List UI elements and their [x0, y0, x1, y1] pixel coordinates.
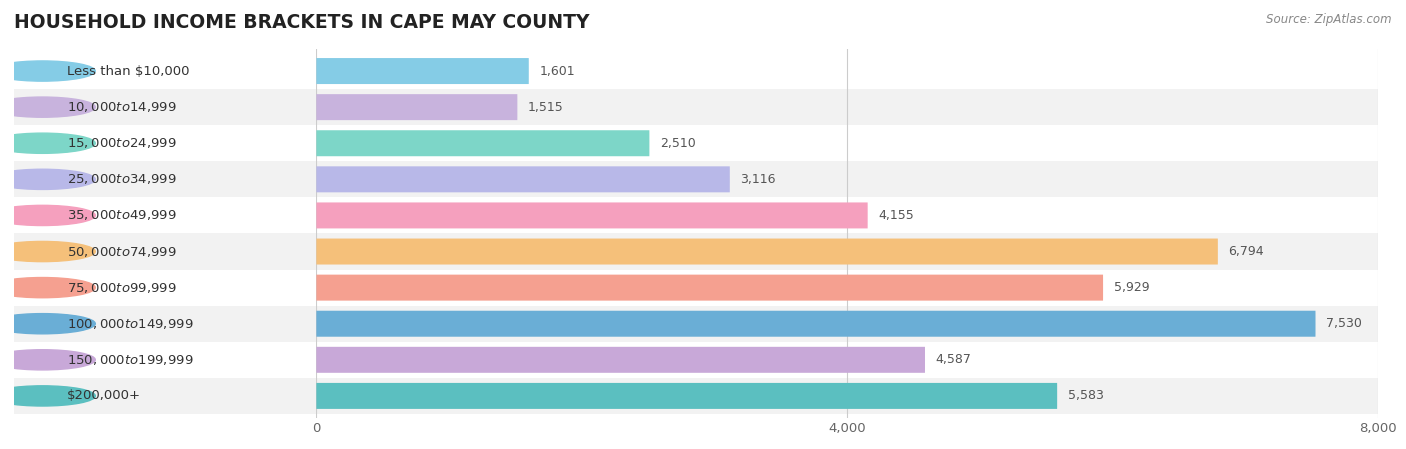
- FancyBboxPatch shape: [316, 89, 1378, 125]
- Text: 1,601: 1,601: [540, 65, 575, 78]
- FancyBboxPatch shape: [316, 342, 1378, 378]
- Text: 3,116: 3,116: [741, 173, 776, 186]
- Text: $25,000 to $34,999: $25,000 to $34,999: [67, 172, 177, 186]
- FancyBboxPatch shape: [316, 238, 1218, 264]
- FancyBboxPatch shape: [316, 275, 1104, 301]
- FancyBboxPatch shape: [316, 161, 1378, 198]
- Text: $50,000 to $74,999: $50,000 to $74,999: [67, 245, 177, 259]
- Circle shape: [0, 386, 96, 406]
- Text: $10,000 to $14,999: $10,000 to $14,999: [67, 100, 177, 114]
- Text: 1,515: 1,515: [529, 101, 564, 114]
- FancyBboxPatch shape: [316, 198, 1378, 233]
- FancyBboxPatch shape: [0, 161, 316, 198]
- Text: $100,000 to $149,999: $100,000 to $149,999: [67, 317, 194, 331]
- Text: 7,530: 7,530: [1326, 317, 1362, 330]
- Text: 4,155: 4,155: [879, 209, 914, 222]
- Text: $150,000 to $199,999: $150,000 to $199,999: [67, 353, 194, 367]
- FancyBboxPatch shape: [316, 202, 868, 229]
- Circle shape: [0, 205, 96, 225]
- Text: 5,929: 5,929: [1114, 281, 1149, 294]
- FancyBboxPatch shape: [316, 166, 730, 192]
- FancyBboxPatch shape: [316, 130, 650, 156]
- Text: 4,587: 4,587: [935, 353, 972, 366]
- Circle shape: [0, 350, 96, 370]
- FancyBboxPatch shape: [0, 53, 316, 89]
- FancyBboxPatch shape: [316, 378, 1378, 414]
- Text: 2,510: 2,510: [659, 137, 696, 150]
- FancyBboxPatch shape: [0, 342, 316, 378]
- FancyBboxPatch shape: [0, 269, 316, 306]
- Text: Source: ZipAtlas.com: Source: ZipAtlas.com: [1267, 13, 1392, 26]
- FancyBboxPatch shape: [0, 233, 316, 269]
- Text: Less than $10,000: Less than $10,000: [67, 65, 190, 78]
- FancyBboxPatch shape: [316, 125, 1378, 161]
- Circle shape: [0, 242, 96, 262]
- FancyBboxPatch shape: [0, 378, 316, 414]
- Text: HOUSEHOLD INCOME BRACKETS IN CAPE MAY COUNTY: HOUSEHOLD INCOME BRACKETS IN CAPE MAY CO…: [14, 13, 589, 32]
- FancyBboxPatch shape: [0, 89, 316, 125]
- Text: 5,583: 5,583: [1067, 389, 1104, 402]
- FancyBboxPatch shape: [316, 53, 1378, 89]
- FancyBboxPatch shape: [0, 198, 316, 233]
- FancyBboxPatch shape: [316, 58, 529, 84]
- FancyBboxPatch shape: [316, 233, 1378, 269]
- FancyBboxPatch shape: [316, 94, 517, 120]
- FancyBboxPatch shape: [0, 306, 316, 342]
- Circle shape: [0, 133, 96, 154]
- Text: 6,794: 6,794: [1229, 245, 1264, 258]
- Text: $35,000 to $49,999: $35,000 to $49,999: [67, 208, 177, 222]
- FancyBboxPatch shape: [316, 347, 925, 373]
- Circle shape: [0, 277, 96, 298]
- Circle shape: [0, 97, 96, 117]
- FancyBboxPatch shape: [316, 306, 1378, 342]
- FancyBboxPatch shape: [316, 311, 1316, 337]
- Text: $200,000+: $200,000+: [67, 389, 141, 402]
- FancyBboxPatch shape: [0, 125, 316, 161]
- Text: $75,000 to $99,999: $75,000 to $99,999: [67, 281, 177, 295]
- Circle shape: [0, 169, 96, 189]
- FancyBboxPatch shape: [316, 383, 1057, 409]
- Circle shape: [0, 61, 96, 81]
- Circle shape: [0, 313, 96, 334]
- Text: $15,000 to $24,999: $15,000 to $24,999: [67, 136, 177, 150]
- FancyBboxPatch shape: [316, 269, 1378, 306]
